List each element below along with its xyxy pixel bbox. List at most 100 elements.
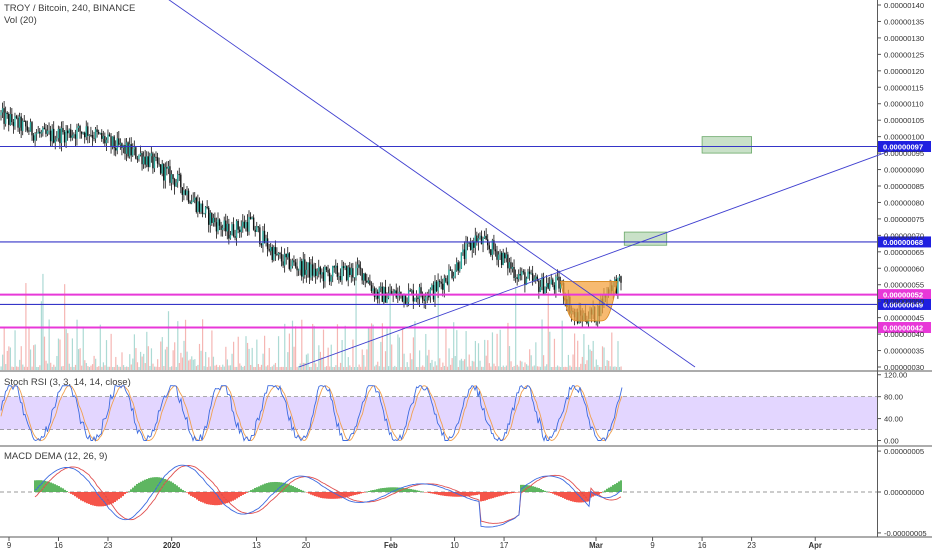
candle-body [62,128,64,133]
volume-bar [591,350,593,370]
candle-body [528,271,531,274]
volume-bar [491,332,494,370]
macd-histogram-bar [302,490,304,492]
volume-bar [594,366,596,370]
volume-bar [333,366,335,370]
volume-bar [307,353,309,370]
volume-bar [570,366,573,370]
volume-bar [516,364,518,370]
volume-bar [484,339,486,370]
candle-body [132,149,134,156]
volume-bar [82,326,84,370]
candle-body [1,108,4,113]
volume-bar [603,347,605,370]
volume-bar [229,365,232,370]
volume-bar [485,355,487,370]
candle-body [618,276,621,278]
volume-bar [566,366,568,370]
volume-bar [411,359,413,370]
candle-body [299,261,301,270]
volume-bar [490,366,492,370]
price-tick-label: 0.00000035 [884,347,924,356]
macd-histogram-bar [462,492,464,497]
volume-bar [567,354,569,370]
macd-histogram-bar [184,491,186,492]
volume-bar [174,342,176,370]
volume-bar [400,366,402,370]
volume-bar [386,327,388,370]
candle-body [353,277,356,278]
volume-bar [177,321,179,370]
candle-body [240,226,242,233]
time-tick-label: 2020 [163,541,181,550]
volume-bar [403,353,405,370]
volume-bar [158,366,160,370]
macd-histogram-bar [408,488,410,492]
volume-bar [163,366,165,370]
volume-bar [262,353,264,370]
time-tick-label: 13 [252,541,261,550]
candle-body [324,266,326,282]
volume-bar [581,356,583,370]
macd-histogram-bar [388,487,390,492]
macd-histogram-bar [358,492,360,495]
volume-bar [423,366,425,370]
stoch-rsi-k-line [0,384,623,442]
candle-body [308,262,311,278]
macd-histogram-bar [540,489,542,492]
macd-histogram-bar [50,482,52,492]
macd-histogram-bar [164,478,166,492]
price-tick-label: 0.00000120 [884,67,924,76]
volume-bar [501,366,503,370]
volume-bar [401,327,404,370]
candle-body [170,174,173,183]
candle-body [294,262,297,267]
volume-bar [468,354,470,370]
volume-bar [358,364,360,370]
main-chart-title: TROY / Bitcoin, 240, BINANCE [4,3,136,14]
candle-body [87,126,89,136]
macd-histogram-bar [122,492,124,497]
volume-bar [512,366,514,370]
volume-bar [96,366,98,370]
macd-histogram-bar [508,492,510,494]
volume-bar [298,366,300,370]
macd-histogram-bar [392,487,394,492]
volume-bar [383,366,385,370]
volume-bar [256,339,258,370]
candle-body [26,126,29,131]
volume-bar [23,366,25,370]
macd-histogram-bar [326,492,328,499]
candle-body [23,120,25,122]
volume-bar [91,364,94,370]
volume-bar [284,323,286,370]
macd-histogram-bar [100,492,102,507]
volume-bar [136,362,139,370]
volume-bar [415,366,418,370]
candle-body [31,122,33,136]
candle-body [225,220,227,232]
macd-histogram-bar [280,482,282,492]
volume-bar [313,325,315,370]
volume-bar [29,349,32,370]
candle-body [400,291,402,295]
macd-histogram-bar [144,479,146,492]
volume-bar [448,348,450,370]
volume-bar [265,366,267,370]
macd-histogram-bar [46,481,48,492]
candle-body [53,128,55,143]
volume-bar [592,340,594,370]
candle-body [469,242,472,250]
volume-bar [459,360,461,370]
macd-histogram-bar [368,490,370,492]
macd-histogram-bar [322,492,324,499]
candle-body [356,264,359,269]
volume-bar [301,319,303,370]
volume-bar [217,367,219,370]
macd-histogram-bar [378,488,380,492]
macd-histogram-bar [360,492,362,494]
candle-body [477,238,480,243]
volume-bar [329,366,331,370]
candle-body [488,245,490,250]
